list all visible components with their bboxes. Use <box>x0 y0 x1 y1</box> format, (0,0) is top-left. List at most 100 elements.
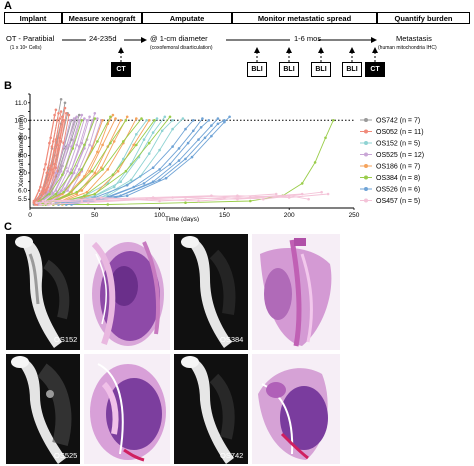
data-point <box>313 161 317 164</box>
data-point <box>54 166 58 169</box>
data-point <box>52 140 55 143</box>
data-point <box>96 140 99 143</box>
data-point <box>54 108 58 112</box>
bli-box-4: BLI <box>342 62 362 77</box>
data-point <box>90 169 94 173</box>
data-point <box>46 190 50 194</box>
data-point <box>210 124 213 127</box>
endpoint-text: Metastasis <box>396 34 432 43</box>
histology-os525 <box>84 354 170 464</box>
data-point <box>124 169 128 173</box>
bli-box-1: BLI <box>247 62 267 77</box>
x-tick-label: 100 <box>154 212 165 219</box>
data-point <box>70 168 73 171</box>
data-point <box>70 171 73 175</box>
growth-chart: 5.5 6.0 7.0 8.0 9.0 10.0 11.0 0 50 100 150 200 250 Ti… <box>14 93 424 222</box>
data-point <box>203 136 207 140</box>
stage-implant: Implant <box>4 12 62 24</box>
data-point <box>101 119 104 122</box>
data-point <box>324 136 327 140</box>
data-point <box>249 199 252 203</box>
data-point <box>122 140 125 143</box>
ct-box-2: CT <box>365 62 385 77</box>
series-line <box>49 193 329 205</box>
data-point <box>71 147 75 150</box>
data-point <box>199 126 203 129</box>
data-point <box>46 166 50 169</box>
data-point <box>93 117 97 120</box>
data-point <box>171 119 174 122</box>
legend-label: OS384 (n = 8) <box>376 175 420 182</box>
data-point <box>151 166 155 169</box>
data-point <box>35 201 38 204</box>
data-point <box>147 141 151 145</box>
histology-os742 <box>252 354 340 464</box>
data-point <box>190 155 194 159</box>
data-point <box>88 143 91 147</box>
ct-image-os152 <box>6 234 80 350</box>
data-point <box>49 164 52 168</box>
amputate-sub: (coxofemoral disarticulation) <box>150 45 213 51</box>
data-point <box>63 101 67 105</box>
data-point <box>39 185 42 189</box>
data-point <box>132 143 135 147</box>
data-point <box>65 112 68 115</box>
data-point <box>177 159 181 162</box>
data-point <box>93 192 97 196</box>
data-point <box>171 145 174 148</box>
data-point <box>332 119 335 122</box>
legend-marker <box>364 175 368 180</box>
data-point <box>57 112 60 115</box>
data-point <box>65 147 68 150</box>
data-point <box>181 117 185 120</box>
ct-image-os742 <box>174 354 248 464</box>
data-point <box>197 199 200 203</box>
data-point <box>68 119 72 122</box>
data-point <box>119 180 122 183</box>
y-tick-label: 6.0 <box>18 187 27 194</box>
data-point <box>44 162 47 166</box>
data-point <box>287 196 291 199</box>
data-point <box>326 192 330 196</box>
legend-label: OS526 (n = 6) <box>376 187 420 194</box>
data-point <box>41 199 45 203</box>
data-point <box>67 143 71 147</box>
data-point <box>122 157 125 161</box>
bli-box-3: BLI <box>311 62 331 77</box>
data-point <box>66 169 69 173</box>
data-point <box>186 141 190 145</box>
data-point <box>223 120 226 124</box>
data-point <box>77 113 81 117</box>
data-point <box>101 143 104 147</box>
data-point <box>101 168 104 171</box>
data-point <box>80 168 84 171</box>
data-point <box>135 143 138 147</box>
data-point <box>77 168 81 171</box>
data-point <box>142 182 146 185</box>
data-point <box>66 189 69 192</box>
data-point <box>80 189 84 192</box>
interval-1: 24-235d <box>89 34 117 43</box>
data-point <box>44 201 47 204</box>
legend-marker <box>364 129 368 134</box>
data-point <box>80 199 84 203</box>
data-point <box>236 194 239 197</box>
data-point <box>53 162 56 166</box>
stage-monitor: Monitor metastatic spread <box>232 12 377 24</box>
y-axis-label: Xenograft diameter (mm) <box>18 115 25 187</box>
data-point <box>153 119 156 122</box>
data-point <box>80 113 84 117</box>
panel-a-label: A <box>4 0 12 12</box>
data-point <box>75 115 78 119</box>
data-point <box>210 134 213 138</box>
data-point <box>111 113 115 117</box>
stage-measure: Measure xenograft <box>62 12 142 24</box>
legend-marker <box>364 198 368 203</box>
data-point <box>39 203 42 206</box>
data-point <box>106 168 110 171</box>
data-point <box>158 168 161 171</box>
x-tick-label: 0 <box>28 212 32 219</box>
data-point <box>62 145 65 148</box>
data-point <box>171 127 174 131</box>
data-point <box>93 112 97 115</box>
